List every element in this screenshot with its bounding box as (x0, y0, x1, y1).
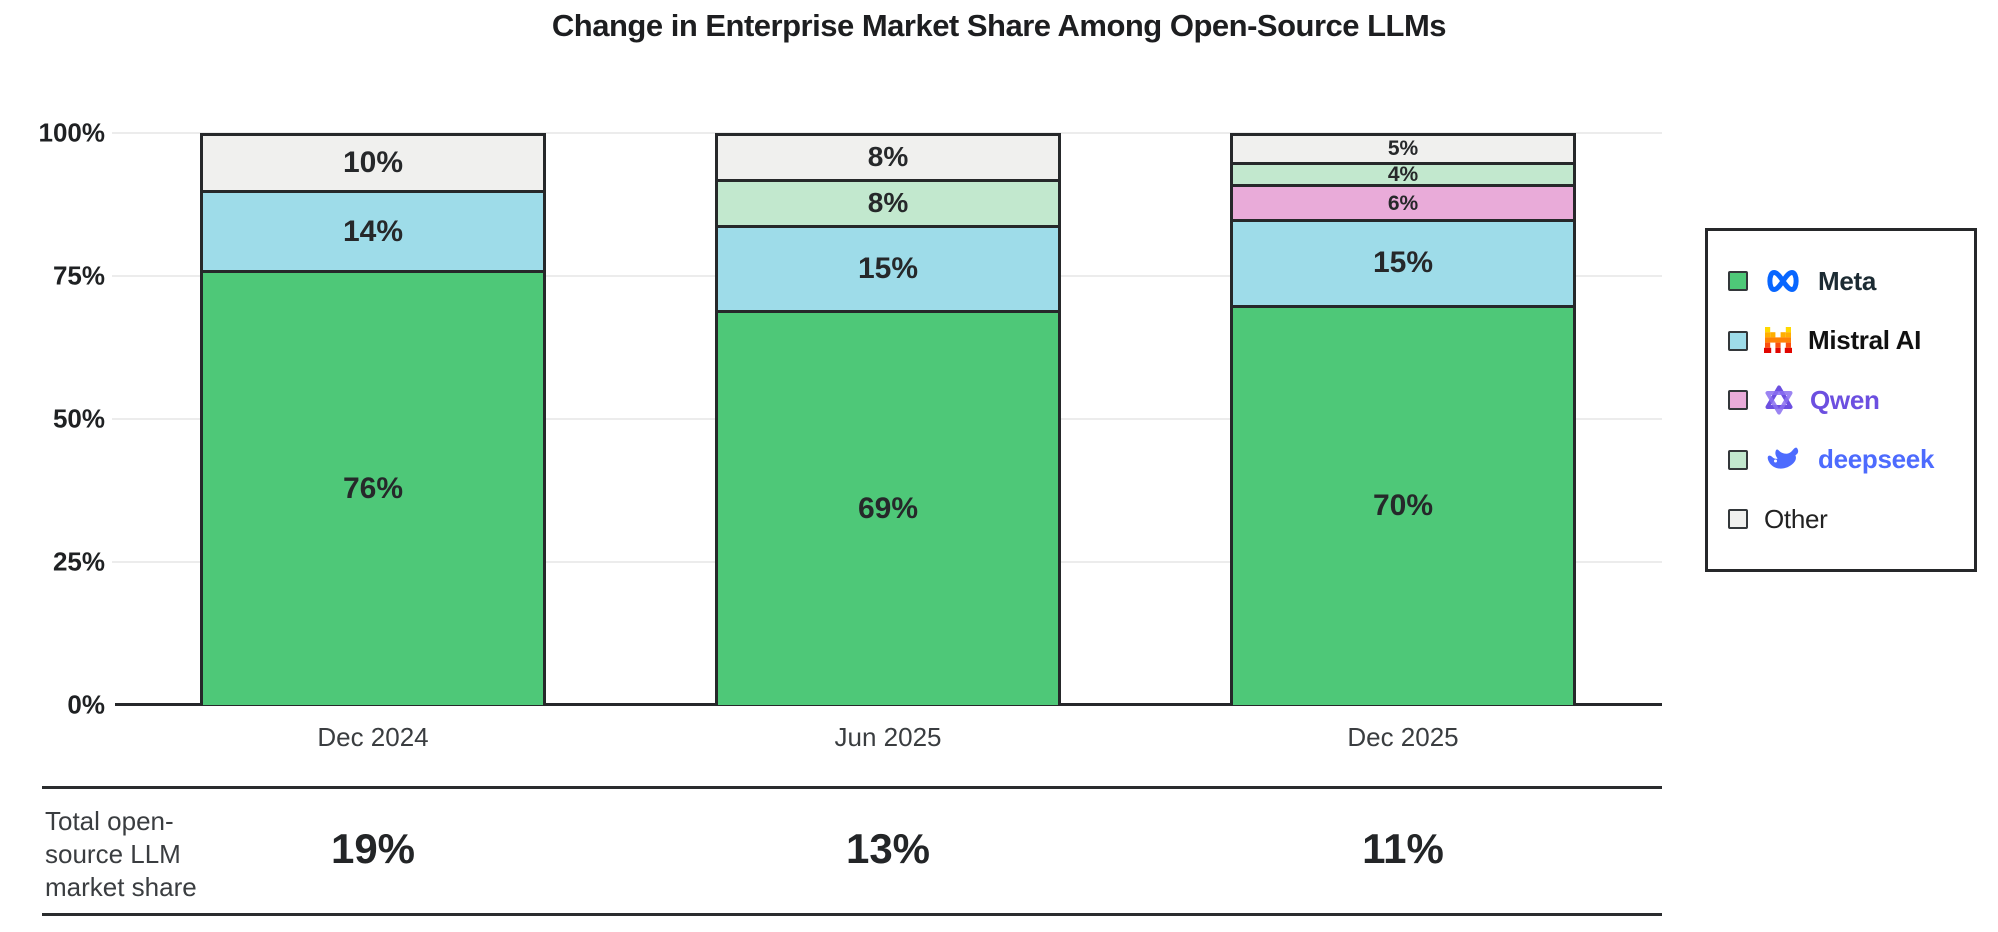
bar-segment-label: 5% (1387, 137, 1419, 161)
totals-separator-top (42, 786, 1662, 789)
legend-item: Other (1708, 504, 1974, 535)
bar-segment: 15% (715, 224, 1061, 311)
bar-segment: 15% (1230, 218, 1576, 305)
legend-swatch (1728, 509, 1748, 529)
bar-segment: 76% (200, 270, 546, 705)
bar-segment-label: 69% (857, 492, 919, 526)
bar-segment-label: 8% (867, 187, 909, 219)
y-axis-tick-label: 100% (38, 117, 106, 148)
bar-segment: 5% (1230, 133, 1576, 162)
legend-item: deepseek (1708, 444, 1974, 475)
total-market-share-value: 13% (845, 825, 931, 872)
bar-segment: 8% (715, 178, 1061, 225)
x-axis-label: Dec 2025 (1347, 722, 1459, 752)
legend-label: Other (1764, 503, 1828, 534)
bar-segment-label: 76% (342, 472, 404, 506)
legend-item: Meta (1708, 266, 1974, 297)
legend-swatch (1728, 330, 1748, 351)
y-axis-tick-label: 50% (52, 403, 105, 434)
meta-infinity-icon (1764, 268, 1802, 294)
bar-segment: 14% (200, 190, 546, 271)
bar-segment: 6% (1230, 184, 1576, 219)
legend-item: Mistral AI (1708, 325, 1974, 356)
bar-segment: 8% (715, 133, 1061, 179)
x-axis-label: Jun 2025 (834, 722, 942, 752)
bar-column: 5% 4% 6% 15% 70% (1230, 133, 1576, 705)
legend-swatch (1728, 449, 1748, 470)
qwen-knot-icon (1764, 385, 1794, 415)
legend-swatch (1728, 390, 1748, 410)
legend-item: Qwen (1708, 385, 1974, 416)
y-axis-tick-label: 0% (67, 689, 105, 720)
x-axis-label: Dec 2024 (317, 722, 429, 752)
total-market-share-value: 11% (1362, 825, 1444, 872)
bar-segment-label: 6% (1387, 191, 1419, 215)
bar-column: 8% 8% 15% 69% (715, 133, 1061, 705)
y-axis-tick-label: 25% (52, 546, 105, 577)
bar-segment: 70% (1230, 304, 1576, 705)
deepseek-whale-icon (1764, 446, 1802, 474)
bar-column: 10% 14% 76% (200, 133, 546, 705)
legend-label: Mistral AI (1808, 325, 1922, 355)
bar-segment: 69% (715, 310, 1061, 705)
chart-title: Change in Enterprise Market Share Among … (551, 8, 1447, 43)
legend: Meta Mistral AI Qwen deepseek Other (1705, 228, 1977, 572)
total-market-share-value: 19% (330, 825, 416, 872)
legend-swatch (1728, 271, 1748, 291)
legend-label: deepseek (1818, 444, 1935, 474)
legend-label: Meta (1818, 265, 1877, 296)
bar-segment-label: 10% (342, 146, 404, 180)
bar-segment-label: 70% (1372, 489, 1434, 523)
bar-segment-label: 15% (857, 251, 919, 285)
bar-segment: 10% (200, 133, 546, 191)
bar-segment-label: 15% (1372, 246, 1434, 280)
bar-segment: 4% (1230, 161, 1576, 187)
mistral-pixel-m-icon (1764, 327, 1792, 354)
bar-segment-label: 8% (867, 141, 909, 173)
totals-separator-bottom (42, 913, 1662, 916)
bar-segment-label: 4% (1387, 163, 1419, 187)
y-axis-tick-label: 75% (52, 260, 105, 291)
bar-segment-label: 14% (342, 214, 404, 248)
totals-row-label: Total open-source LLM market share (45, 806, 197, 902)
legend-label: Qwen (1810, 384, 1880, 415)
